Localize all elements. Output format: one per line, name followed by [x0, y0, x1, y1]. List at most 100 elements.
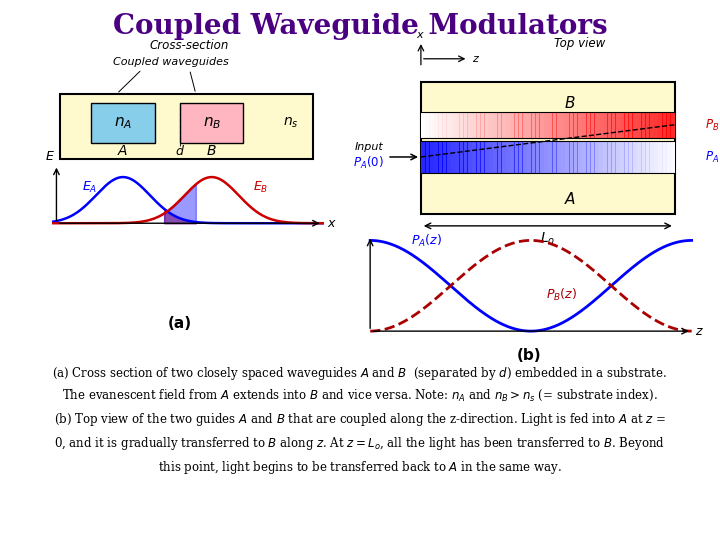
Text: $P_A(0)$: $P_A(0)$	[353, 155, 384, 171]
Bar	[666, 112, 671, 138]
Text: (b): (b)	[517, 348, 541, 363]
Bar	[641, 141, 646, 173]
Text: $B$: $B$	[564, 94, 575, 111]
Text: $L_o$: $L_o$	[540, 230, 555, 247]
Bar	[472, 112, 477, 138]
Bar	[645, 112, 650, 138]
Bar	[442, 112, 447, 138]
Bar	[616, 112, 621, 138]
Bar	[539, 141, 544, 173]
Bar	[497, 112, 502, 138]
Bar	[564, 112, 570, 138]
Bar	[463, 141, 468, 173]
Bar	[180, 103, 243, 143]
Text: $E$: $E$	[45, 150, 55, 163]
Bar	[472, 141, 477, 173]
Bar	[666, 141, 671, 173]
Bar	[518, 141, 523, 173]
Text: $n_A$: $n_A$	[114, 116, 132, 131]
Bar	[476, 141, 481, 173]
Text: (a) Cross section of two closely spaced waveguides $A$ and $B$  (separated by $d: (a) Cross section of two closely spaced …	[53, 364, 667, 476]
Text: (a): (a)	[168, 316, 192, 331]
Text: $x$: $x$	[328, 217, 337, 230]
Bar	[628, 112, 633, 138]
Bar	[645, 141, 650, 173]
Bar	[544, 141, 549, 173]
Bar	[514, 112, 519, 138]
Bar	[501, 112, 506, 138]
Bar	[539, 112, 544, 138]
Bar	[489, 141, 493, 173]
Text: $A$: $A$	[564, 192, 576, 207]
Bar	[607, 112, 612, 138]
Bar	[564, 141, 570, 173]
Bar	[480, 112, 485, 138]
Bar	[451, 141, 456, 173]
Bar	[425, 141, 430, 173]
Bar	[451, 112, 456, 138]
Text: $n_B$: $n_B$	[202, 116, 221, 131]
Bar	[670, 141, 675, 173]
Bar	[594, 141, 599, 173]
Bar	[670, 112, 675, 138]
Bar	[620, 112, 625, 138]
Bar	[421, 112, 426, 138]
Text: Cross-section: Cross-section	[150, 38, 229, 51]
Bar	[429, 141, 434, 173]
Bar	[60, 94, 313, 159]
Bar	[590, 141, 595, 173]
Bar	[433, 112, 438, 138]
Bar	[455, 141, 459, 173]
Text: Top view: Top view	[554, 37, 606, 50]
Bar	[658, 112, 662, 138]
Text: $P_A(z)$: $P_A(z)$	[410, 233, 442, 249]
Text: $P_A(L_o)$: $P_A(L_o)$	[705, 149, 720, 165]
Bar	[548, 141, 553, 173]
Text: $B$: $B$	[207, 144, 217, 158]
Bar	[531, 112, 536, 138]
Bar	[505, 141, 510, 173]
Bar	[492, 141, 498, 173]
Text: Input: Input	[355, 141, 384, 152]
Bar	[446, 112, 451, 138]
Text: $x$: $x$	[416, 30, 426, 40]
Bar	[523, 141, 527, 173]
Bar	[552, 112, 557, 138]
Bar	[616, 141, 621, 173]
Bar	[446, 141, 451, 173]
Bar	[654, 112, 659, 138]
Bar	[421, 112, 675, 138]
Bar	[438, 112, 443, 138]
Bar	[620, 141, 625, 173]
Bar	[492, 112, 498, 138]
Text: $n_s$: $n_s$	[283, 116, 299, 130]
Bar	[649, 112, 654, 138]
Bar	[459, 141, 464, 173]
Bar	[455, 112, 459, 138]
Bar	[552, 141, 557, 173]
Bar	[624, 112, 629, 138]
Bar	[632, 112, 637, 138]
Bar	[557, 112, 561, 138]
Bar	[636, 112, 642, 138]
Bar	[535, 112, 540, 138]
Text: $z$: $z$	[695, 325, 704, 338]
Bar	[598, 141, 603, 173]
Bar	[557, 141, 561, 173]
Bar	[526, 112, 531, 138]
Bar	[636, 141, 642, 173]
Text: $E_A$: $E_A$	[82, 180, 97, 195]
Bar	[433, 141, 438, 173]
Bar	[577, 141, 582, 173]
Bar	[624, 141, 629, 173]
Bar	[632, 141, 637, 173]
Bar	[548, 112, 553, 138]
Bar	[535, 141, 540, 173]
Bar	[421, 141, 675, 173]
Text: $z$: $z$	[472, 54, 480, 64]
Bar	[485, 141, 490, 173]
Text: $P_B(L_o)$: $P_B(L_o)$	[705, 117, 720, 133]
Text: $d$: $d$	[175, 144, 185, 158]
Bar	[442, 141, 447, 173]
Text: $A$: $A$	[117, 144, 129, 158]
